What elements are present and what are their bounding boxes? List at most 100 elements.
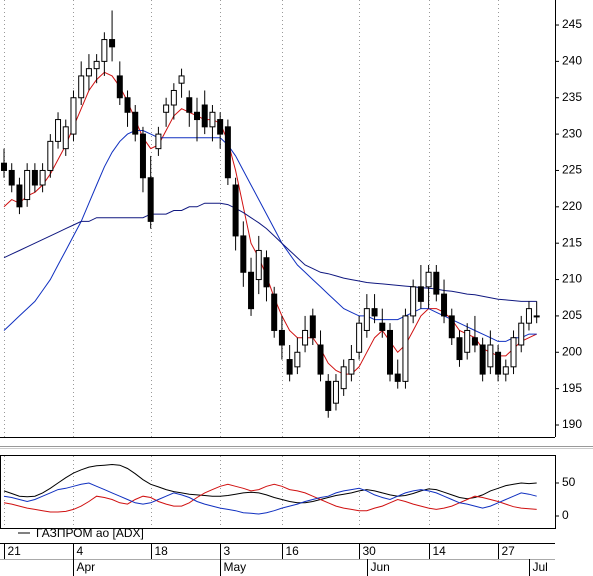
- x-month-label: Jun: [371, 560, 390, 574]
- y-tick-label: 210: [562, 272, 582, 286]
- candle-body: [78, 75, 85, 99]
- candle-body: [286, 359, 293, 375]
- candle-body: [8, 169, 15, 186]
- candle-body: [294, 351, 301, 368]
- x-tick-label: 16: [286, 544, 300, 558]
- x-tick-label: 14: [433, 544, 447, 558]
- x-tick-label: 4: [77, 544, 84, 558]
- candle-body: [124, 97, 131, 113]
- legend-text: ГАЗПРОМ ао [ADX]: [36, 526, 144, 540]
- candle-body: [16, 184, 23, 208]
- candle-body: [525, 308, 532, 324]
- candle-body: [271, 293, 278, 331]
- candle-body: [194, 111, 200, 121]
- candle-body: [155, 133, 162, 150]
- series-line: [3, 71, 537, 375]
- candle-body: [410, 286, 417, 317]
- candle-body: [533, 315, 540, 318]
- candle-body: [139, 133, 146, 179]
- candle-body: [24, 169, 31, 201]
- candle-body: [93, 60, 100, 70]
- candle-body: [340, 366, 347, 390]
- candle-body: [62, 126, 69, 150]
- candle-body: [325, 380, 332, 411]
- series-line: [3, 463, 537, 504]
- candle-body: [31, 169, 38, 186]
- y-tick-label: 230: [562, 126, 582, 140]
- x-tick-label: 3: [224, 544, 231, 558]
- candle-body: [101, 39, 108, 62]
- candle-body: [178, 75, 185, 84]
- candle-body: [387, 329, 393, 375]
- candle-body: [309, 315, 316, 339]
- candle-body: [356, 322, 363, 353]
- candle-body: [209, 111, 216, 128]
- candle-body: [263, 257, 270, 288]
- y-tick-label: 215: [562, 235, 582, 249]
- series-line: [3, 482, 537, 515]
- candle-body: [132, 111, 139, 135]
- candle-body: [448, 315, 455, 339]
- y-tick-label: 0: [562, 508, 569, 522]
- candle-body: [255, 249, 262, 281]
- candle-body: [379, 322, 386, 331]
- x-tick-label: 21: [8, 544, 22, 558]
- y-tick-label: 195: [562, 381, 582, 395]
- y-tick-label: 205: [562, 308, 582, 322]
- candle-body: [402, 315, 409, 382]
- candle-body: [248, 271, 255, 310]
- candle-body: [332, 380, 339, 404]
- candle-body: [487, 344, 494, 368]
- candle-body: [163, 104, 170, 113]
- candle-body: [348, 359, 355, 375]
- x-month-label: Jul: [533, 560, 548, 574]
- candle-body: [502, 366, 509, 375]
- candle-body: [278, 329, 285, 346]
- y-tick-label: 50: [562, 475, 576, 489]
- x-month-label: May: [224, 560, 247, 574]
- candle-body: [464, 329, 471, 353]
- candle-body: [116, 75, 123, 99]
- candle-body: [170, 89, 177, 106]
- candle-body: [363, 308, 370, 331]
- x-tick-label: 30: [363, 544, 377, 558]
- candle-body: [425, 271, 432, 288]
- y-tick-label: 225: [562, 163, 582, 177]
- candle-body: [109, 39, 116, 48]
- y-tick-label: 235: [562, 90, 582, 104]
- candle-body: [441, 293, 448, 317]
- candle-body: [70, 97, 77, 135]
- candle-body: [417, 286, 424, 302]
- candle-body: [147, 177, 154, 222]
- series-line: [3, 202, 537, 302]
- candle-body: [85, 68, 92, 77]
- candle-body: [456, 337, 463, 361]
- adx-frame: [0, 455, 556, 529]
- candle-body: [39, 169, 46, 186]
- candle-body: [495, 351, 502, 375]
- y-tick-label: 190: [562, 417, 582, 431]
- candle-body: [518, 322, 525, 346]
- y-tick-label: 200: [562, 344, 582, 358]
- series-line: [3, 483, 537, 513]
- candle-body: [186, 97, 193, 113]
- candle-body: [302, 329, 309, 346]
- x-tick-label: 27: [502, 544, 516, 558]
- y-tick-label: 240: [562, 54, 582, 68]
- candle-body: [240, 235, 247, 273]
- candle-body: [224, 126, 231, 179]
- candle-body: [371, 308, 378, 317]
- candle-body: [55, 119, 62, 142]
- candle-body: [201, 104, 208, 128]
- candle-body: [47, 140, 54, 171]
- candle-body: [232, 184, 239, 237]
- candle-body: [317, 344, 324, 375]
- candle-body: [394, 373, 401, 382]
- candle-body: [433, 271, 440, 295]
- candle-body: [479, 344, 486, 375]
- x-month-label: Apr: [77, 560, 96, 574]
- candle-body: [510, 337, 517, 368]
- x-tick-label: 18: [155, 544, 169, 558]
